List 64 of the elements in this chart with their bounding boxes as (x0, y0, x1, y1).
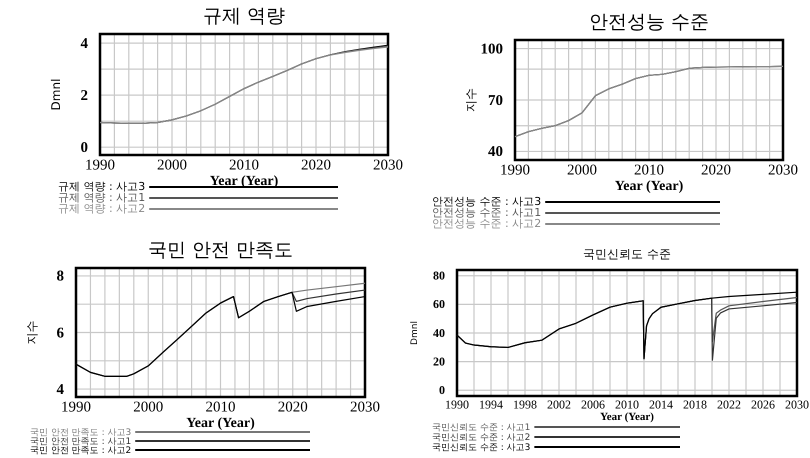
y-tick-label: 40 (433, 326, 445, 340)
y-tick-label: 4 (56, 382, 64, 398)
y-tick-label: 100 (480, 41, 503, 58)
x-tick-label: 2000 (157, 158, 187, 174)
text: 규제 역량 : 사고2 (58, 202, 146, 215)
x-tick-label: 2030 (785, 398, 809, 412)
chart-title: 규제 역량 (202, 5, 286, 27)
x-tick-label: 2030 (373, 158, 403, 174)
x-tick-label: 2000 (133, 400, 164, 416)
y-tick-label: 4 (80, 36, 88, 52)
x-tick-label: 2002 (547, 398, 571, 412)
y-tick-label: 8 (56, 268, 64, 285)
text: 국민 안전 만족도 : 사고1 (30, 437, 132, 447)
x-tick-label: 1998 (513, 398, 537, 412)
y-tick-label: 6 (56, 325, 64, 342)
x-tick-label: 2020 (278, 400, 308, 416)
x-tick-label: 1990 (445, 398, 469, 412)
x-axis-title: Year (Year) (614, 179, 684, 194)
chart-title: 안전성능 수준 (588, 11, 710, 33)
x-axis-title: Year (Year) (210, 174, 279, 189)
text: 안전성능 수준 : 사고1 (432, 206, 542, 219)
y-tick-label: 80 (433, 268, 445, 283)
y-tick-label: 60 (433, 297, 445, 312)
x-tick-label: 1990 (500, 162, 530, 179)
text: 국민신뢰도 수준 : 사고3 (432, 443, 530, 453)
x-tick-label: 2020 (301, 158, 331, 174)
text: 국민 안전 만족도 : 사고2 (30, 446, 132, 456)
x-tick-label: 1994 (479, 398, 503, 412)
x-tick-label: 2006 (581, 398, 605, 412)
text: 안전성능 수준 : 사고2 (432, 217, 542, 230)
y-tick-label: 20 (433, 354, 445, 368)
x-axis-title: Year (Year) (186, 416, 256, 431)
text: 규제 역량 : 사고1 (58, 191, 146, 204)
x-tick-label: 2010 (615, 398, 639, 412)
text: 규제 역량 : 사고3 (58, 180, 146, 193)
y-tick-label: 70 (488, 92, 503, 109)
x-tick-label: 2014 (649, 398, 673, 412)
chart-title: 국민 안전 만족도 (148, 239, 294, 261)
x-tick-label: 2000 (567, 162, 597, 179)
y-tick-label: 0 (439, 383, 445, 398)
y-axis-title: 지수 (25, 320, 39, 344)
x-tick-label: 2022 (717, 398, 741, 412)
y-tick-label: 2 (80, 88, 88, 104)
x-tick-label: 2030 (350, 400, 380, 416)
y-axis-title: Dmnl (49, 78, 63, 110)
text: 국민신뢰도 수준 : 사고2 (432, 433, 530, 443)
y-tick-label: 0 (80, 140, 88, 156)
x-tick-label: 2030 (768, 162, 798, 179)
text: 국민신뢰도 수준 : 사고1 (432, 423, 530, 433)
x-tick-label: 2026 (751, 398, 775, 412)
x-tick-label: 1990 (85, 158, 115, 174)
x-tick-label: 2010 (229, 158, 259, 174)
text: 안전성능 수준 : 사고3 (432, 195, 542, 208)
x-tick-label: 2010 (634, 162, 664, 179)
x-tick-label: 2018 (683, 398, 707, 412)
chart-title: 국민신뢰도 수준 (583, 247, 671, 261)
y-axis-title: 지수 (464, 88, 478, 112)
x-tick-label: 2010 (206, 400, 236, 416)
x-tick-label: 2020 (701, 162, 731, 179)
x-tick-label: 1990 (61, 400, 91, 416)
text: 국민 안전 만족도 : 사고3 (30, 428, 132, 438)
x-axis-title: Year (Year) (600, 411, 654, 423)
y-axis-title: Dmnl (410, 321, 420, 345)
y-tick-label: 40 (488, 144, 503, 160)
